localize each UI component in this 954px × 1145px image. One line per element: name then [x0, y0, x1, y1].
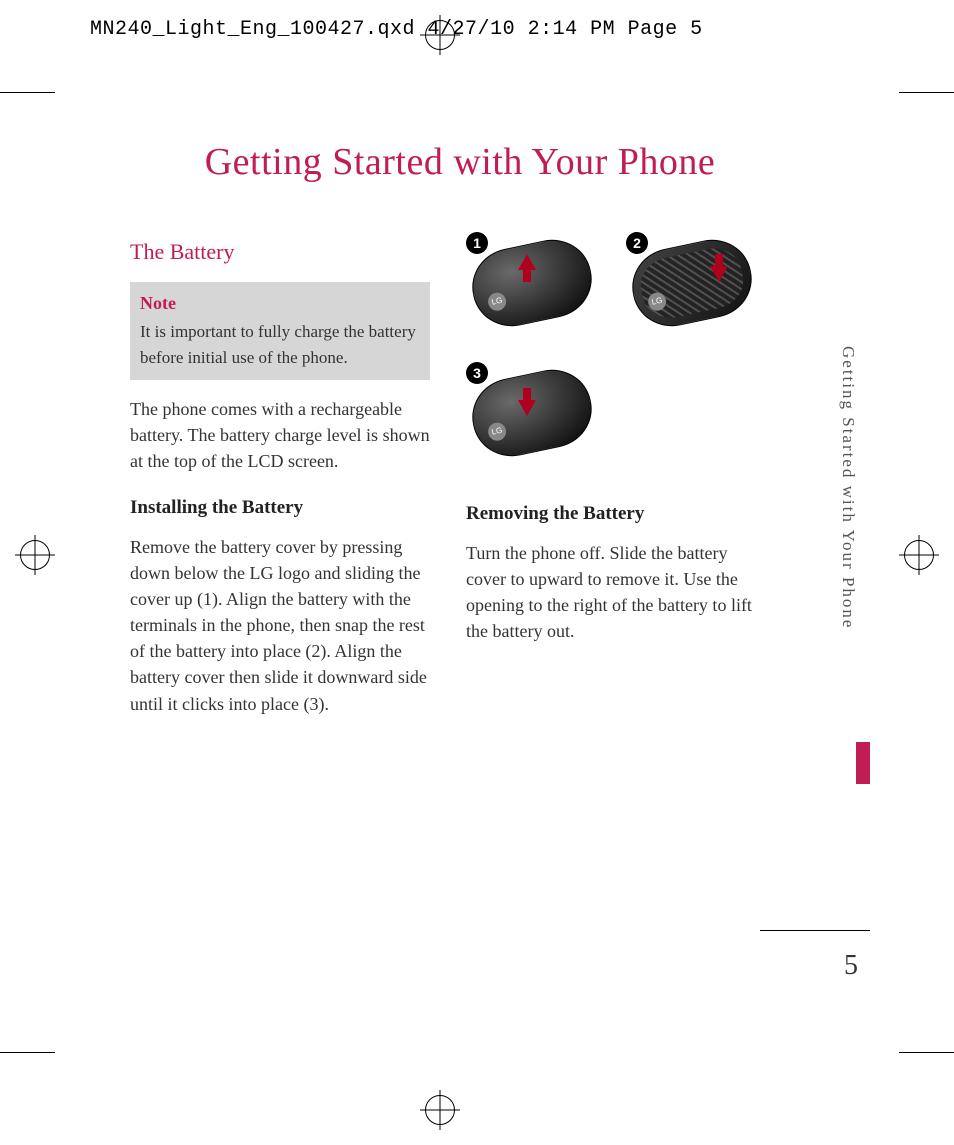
- intro-paragraph: The phone comes with a rechargeable batt…: [130, 396, 430, 474]
- left-column: The Battery Note It is important to full…: [130, 236, 430, 737]
- registration-mark-icon: [904, 540, 934, 570]
- install-instructions: Remove the battery cover by pressing dow…: [130, 534, 430, 717]
- page-number: 5: [844, 950, 858, 982]
- crop-mark: [0, 92, 55, 93]
- page: MN240_Light_Eng_100427.qxd 4/27/10 2:14 …: [0, 0, 954, 1145]
- illustration-step-3: 3 LG: [466, 366, 592, 452]
- note-box: Note It is important to fully charge the…: [130, 282, 430, 380]
- print-slug: MN240_Light_Eng_100427.qxd 4/27/10 2:14 …: [90, 18, 703, 41]
- illustration-step-1: 1 LG: [466, 236, 592, 322]
- right-column: 1 LG 2 LG: [466, 236, 766, 737]
- battery-illustrations: 1 LG 2 LG: [466, 236, 766, 476]
- note-label: Note: [140, 290, 420, 316]
- subheading-removing: Removing the Battery: [466, 500, 766, 528]
- crop-mark: [0, 1052, 55, 1053]
- section-tab-label: Getting Started with Your Phone: [838, 346, 858, 629]
- registration-mark-icon: [20, 540, 50, 570]
- two-column-layout: The Battery Note It is important to full…: [130, 236, 790, 737]
- page-title: Getting Started with Your Phone: [130, 140, 790, 184]
- section-heading-battery: The Battery: [130, 236, 430, 268]
- arrow-down-icon: [710, 266, 728, 282]
- footer-rule: [760, 930, 870, 931]
- arrow-up-icon: [518, 254, 536, 270]
- registration-mark-icon: [425, 1095, 455, 1125]
- section-tab-bar: [856, 742, 870, 784]
- illustration-step-2: 2 LG: [626, 236, 752, 322]
- note-text: It is important to fully charge the batt…: [140, 322, 416, 367]
- crop-mark: [899, 92, 954, 93]
- content-area: Getting Started with Your Phone The Batt…: [130, 140, 790, 737]
- subheading-installing: Installing the Battery: [130, 494, 430, 522]
- crop-mark: [899, 1052, 954, 1053]
- arrow-down-icon: [518, 400, 536, 416]
- remove-instructions: Turn the phone off. Slide the battery co…: [466, 540, 766, 644]
